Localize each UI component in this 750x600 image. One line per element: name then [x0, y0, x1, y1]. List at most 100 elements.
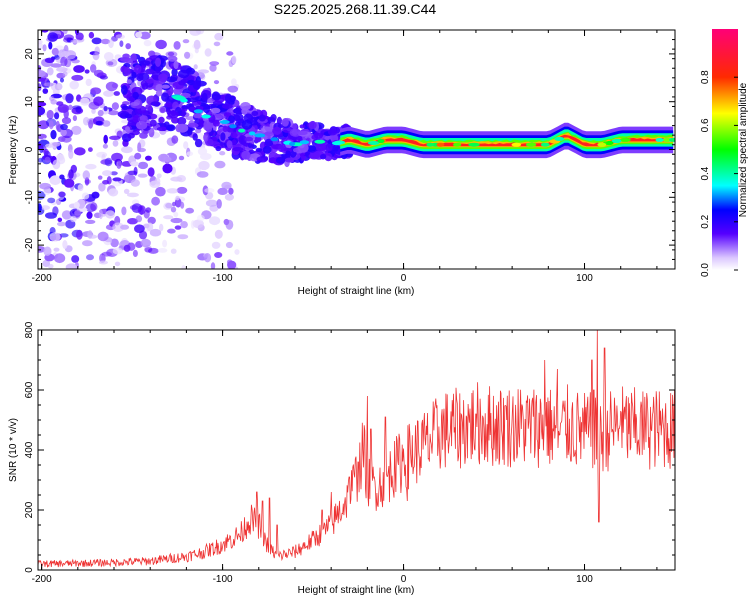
- spectrogram-noise-blob: [103, 105, 108, 112]
- spectrogram-ridge-blob: [275, 157, 286, 164]
- spectrogram-noise-blob: [100, 38, 111, 45]
- spectrogram-ridge-blob: [256, 156, 268, 163]
- spectrogram-noise-blob: [77, 184, 84, 192]
- spectrogram-noise-blob: [46, 109, 54, 120]
- spectrogram-noise-blob: [97, 109, 104, 117]
- spectrogram-ridge-blob: [203, 133, 209, 142]
- spectrogram-noise-blob: [102, 170, 113, 177]
- spectrogram-noise-blob: [76, 229, 83, 240]
- snr-y-tick-label: 800: [24, 321, 35, 338]
- spectrogram-noise-blob: [73, 65, 85, 73]
- spectrogram-ridge-blob: [126, 79, 132, 84]
- spectrogram-ridge-blob: [315, 142, 327, 152]
- spectrogram-x-label: Height of straight line (km): [298, 286, 415, 297]
- spectrogram-ridge-blob: [125, 126, 130, 132]
- spectrogram-noise-blob: [47, 67, 54, 76]
- spectrogram-ridge-blob: [139, 115, 148, 121]
- spectrogram-ridge-blob: [121, 105, 129, 111]
- spectrogram-noise-blob: [98, 260, 108, 265]
- spectrogram-noise-blob: [57, 136, 66, 143]
- spectrogram-noise-blob: [137, 142, 142, 153]
- spectrogram-noise-blob: [204, 188, 215, 193]
- spectrogram-ridge-blob: [324, 152, 333, 162]
- spectrogram-y-tick-label: -10: [24, 190, 35, 205]
- spectrogram-ridge-blob: [173, 60, 179, 70]
- spectrogram-noise-blob: [38, 42, 44, 51]
- spectrogram-ridge-blob: [226, 140, 233, 149]
- colorbar-tick-label: 0.4: [700, 166, 711, 180]
- spectrogram-noise-blob: [104, 157, 113, 167]
- colorbar-tick-label: 0.8: [700, 70, 711, 84]
- spectrogram-x-tick-label: -100: [213, 273, 233, 284]
- spectrogram-noise-blob: [56, 198, 62, 205]
- spectrogram-ridge-blob: [171, 117, 180, 124]
- spectrogram-ridge-blob: [220, 132, 226, 141]
- spectrogram-noise-blob: [157, 248, 168, 253]
- spectrogram-noise-blob: [148, 127, 155, 138]
- spectrogram-noise-blob: [98, 182, 106, 192]
- spectrogram-noise-blob: [45, 212, 57, 219]
- spectrogram-noise-blob: [49, 175, 61, 186]
- spectrogram-noise-blob: [51, 47, 59, 56]
- spectrogram-noise-blob: [55, 120, 60, 131]
- spectrogram-hotspot: [314, 139, 326, 144]
- spectrogram-noise-blob: [123, 188, 130, 194]
- spectrogram-noise-blob: [98, 209, 103, 220]
- spectrogram-hotspot: [426, 142, 435, 147]
- spectrogram-ridge-blob: [203, 103, 211, 114]
- spectrogram-noise-blob: [173, 211, 179, 218]
- spectrogram-ridge-blob: [284, 157, 294, 163]
- spectrogram-hotspot: [613, 138, 622, 143]
- spectrogram-noise-blob: [117, 161, 123, 167]
- spectrogram-ridge-blob: [177, 69, 190, 79]
- spectrogram-noise-blob: [217, 187, 228, 195]
- spectrogram-noise-blob: [147, 216, 156, 225]
- colorbar-label: Normalized spectral amplitude: [738, 82, 749, 217]
- spectrogram-noise-blob: [209, 216, 221, 226]
- snr-x-label: Height of straight line (km): [298, 585, 415, 596]
- snr-y-label: SNR (10 * v/v): [8, 418, 19, 482]
- spectrogram-ridge-blob: [281, 118, 289, 127]
- spectrogram-y-tick-label: 0: [24, 146, 35, 152]
- spectrogram-hotspot: [669, 137, 675, 142]
- spectrogram-noise-blob: [57, 221, 66, 227]
- spectrogram-ridge-blob: [193, 113, 203, 119]
- spectrogram-noise-blob: [121, 146, 133, 154]
- spectrogram-ridge-blob: [189, 106, 196, 112]
- spectrogram-x-tick-label: -200: [32, 273, 52, 284]
- spectrogram-noise-blob: [85, 219, 96, 224]
- spectrogram-noise-blob: [108, 188, 119, 197]
- spectrogram-noise-blob: [132, 249, 138, 257]
- spectrogram-hotspot: [193, 109, 203, 114]
- spectrogram-hotspot: [270, 137, 279, 142]
- spectrogram-noise-blob: [50, 129, 57, 140]
- spectrogram-noise-blob: [170, 217, 183, 224]
- spectrogram-noise-blob: [80, 97, 90, 106]
- spectrogram-noise-blob: [38, 157, 43, 163]
- spectrogram-noise-blob: [62, 30, 68, 35]
- spectrogram-noise-blob: [71, 125, 82, 135]
- spectrogram-ridge-blob: [194, 138, 203, 148]
- spectrogram-noise-blob: [95, 120, 103, 126]
- spectrogram-noise-blob: [38, 70, 46, 78]
- spectrogram-noise-blob: [137, 80, 142, 87]
- spectrogram-noise-blob: [127, 218, 138, 225]
- spectrogram-ridge-blob: [308, 121, 317, 130]
- spectrogram-ridge-blob: [210, 107, 221, 114]
- spectrogram-noise-blob: [174, 225, 182, 230]
- spectrogram-hotspot: [248, 131, 256, 136]
- spectrogram-x-ticks: -200 -100 0 100: [32, 30, 658, 284]
- spectrogram-ridge-blob: [165, 76, 178, 83]
- spectrogram-noise-blob: [190, 220, 195, 229]
- spectrogram-noise-blob: [167, 51, 175, 57]
- spectrogram-noise-blob: [59, 174, 65, 180]
- spectrogram-noise-blob: [182, 39, 190, 44]
- spectrogram-noise-blob: [102, 120, 111, 127]
- spectrogram-ridge-blob: [167, 55, 178, 62]
- spectrogram-noise-blob: [38, 143, 44, 150]
- spectrogram-noise-blob: [173, 41, 181, 50]
- spectrogram-noise-blob: [147, 167, 155, 177]
- spectrogram-noise-blob: [72, 105, 82, 110]
- spectrogram-noise-blob: [214, 32, 224, 41]
